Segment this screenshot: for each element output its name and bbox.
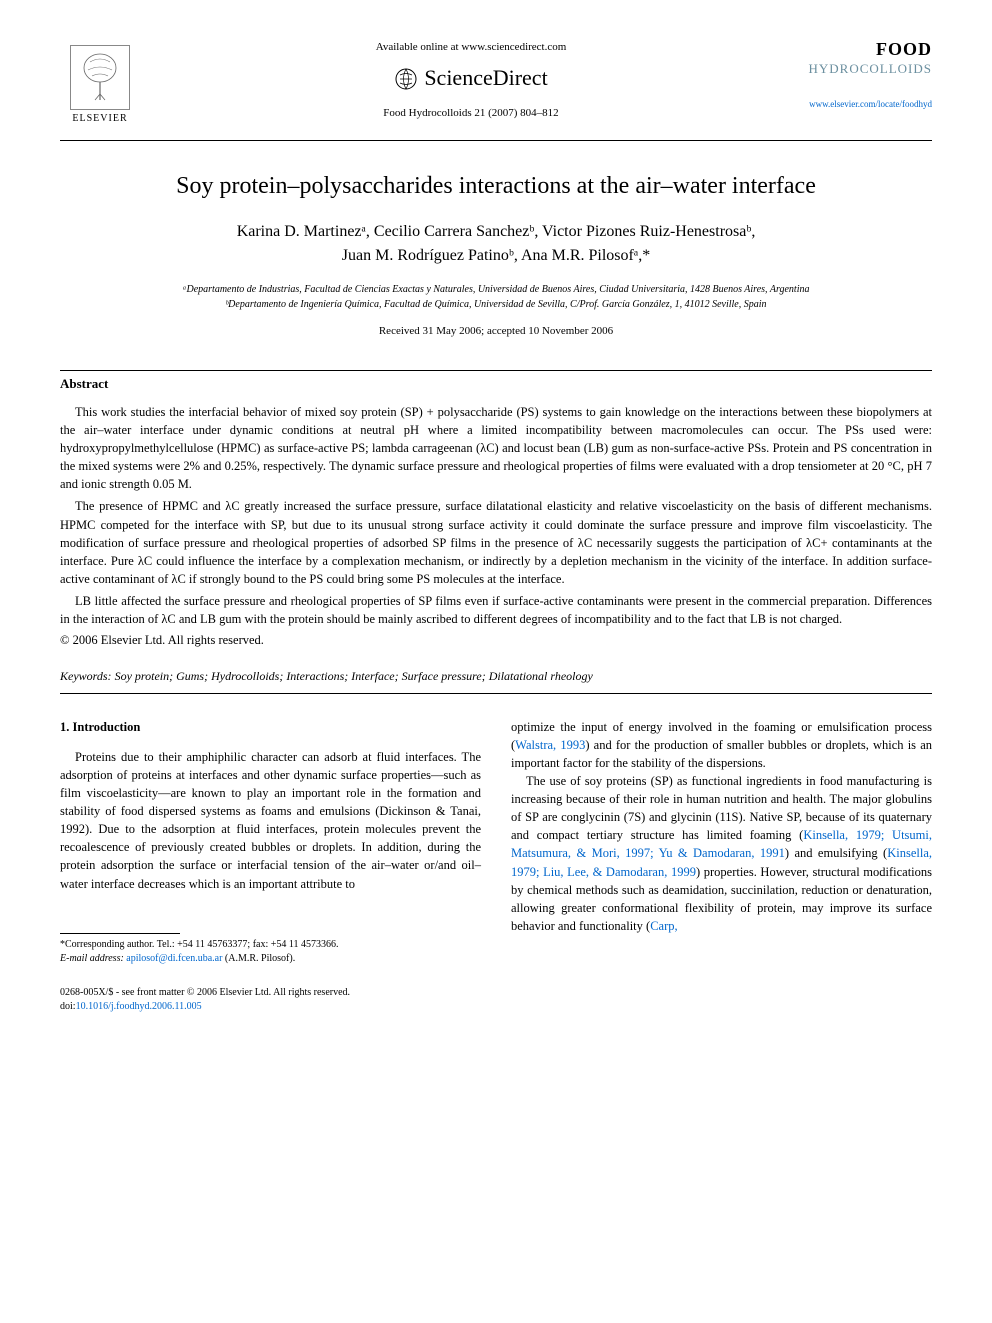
- abstract-body: This work studies the interfacial behavi…: [60, 403, 932, 650]
- page-header: ELSEVIER Available online at www.science…: [60, 40, 932, 130]
- page-footer: 0268-005X/$ - see front matter © 2006 El…: [60, 986, 932, 1014]
- footnote-email-label: E-mail address:: [60, 953, 124, 964]
- authors-line-1: Karina D. Martinezᵃ, Cecilio Carrera San…: [237, 223, 756, 240]
- journal-cover: FOOD HYDROCOLLOIDS www.elsevier.com/loca…: [802, 40, 932, 111]
- affiliations-block: ᵃDepartamento de Industrias, Facultad de…: [60, 282, 932, 312]
- elsevier-tree-icon: [70, 45, 130, 110]
- footer-doi-line: doi:10.1016/j.foodhyd.2006.11.005: [60, 1000, 932, 1014]
- body-columns: 1. Introduction Proteins due to their am…: [60, 718, 932, 966]
- elsevier-label: ELSEVIER: [72, 112, 127, 126]
- center-header: Available online at www.sciencedirect.co…: [140, 40, 802, 122]
- footer-issn: 0268-005X/$ - see front matter © 2006 El…: [60, 986, 932, 1000]
- abstract-top-rule: [60, 370, 932, 371]
- journal-url-link[interactable]: www.elsevier.com/locate/foodhyd: [802, 98, 932, 111]
- footnote-email-name: (A.M.R. Pilosof).: [222, 953, 295, 964]
- intro-left-p1: Proteins due to their amphiphilic charac…: [60, 748, 481, 893]
- abstract-copyright: © 2006 Elsevier Ltd. All rights reserved…: [60, 632, 932, 650]
- abstract-heading: Abstract: [60, 375, 932, 393]
- intro-right-p2: The use of soy proteins (SP) as function…: [511, 772, 932, 935]
- available-online-text: Available online at www.sciencedirect.co…: [160, 40, 782, 55]
- keywords-rule: [60, 693, 932, 694]
- r-p2-b: ) and emulsifying (: [785, 846, 887, 860]
- right-column: optimize the input of energy involved in…: [511, 718, 932, 966]
- elsevier-logo: ELSEVIER: [60, 40, 140, 130]
- abstract-p2: The presence of HPMC and λC greatly incr…: [60, 497, 932, 588]
- corresponding-author-footnote: *Corresponding author. Tel.: +54 11 4576…: [60, 938, 481, 966]
- doi-link[interactable]: 10.1016/j.foodhyd.2006.11.005: [76, 1001, 202, 1012]
- authors-line-2: Juan M. Rodríguez Patinoᵇ, Ana M.R. Pilo…: [342, 247, 650, 264]
- intro-heading: 1. Introduction: [60, 718, 481, 736]
- doi-label: doi:: [60, 1001, 76, 1012]
- keywords-values: Soy protein; Gums; Hydrocolloids; Intera…: [112, 669, 593, 683]
- sciencedirect-text: ScienceDirect: [424, 63, 547, 94]
- intro-right-p1: optimize the input of energy involved in…: [511, 718, 932, 772]
- footnote-email-line: E-mail address: apilosof@di.fcen.uba.ar …: [60, 952, 481, 966]
- footnote-phone: *Corresponding author. Tel.: +54 11 4576…: [60, 938, 481, 952]
- abstract-p3: LB little affected the surface pressure …: [60, 592, 932, 628]
- article-title: Soy protein–polysaccharides interactions…: [60, 171, 932, 202]
- journal-name-main: FOOD: [802, 40, 932, 60]
- affiliation-b: ᵇDepartamento de Ingeniería Química, Fac…: [60, 297, 932, 312]
- header-rule: [60, 140, 932, 141]
- journal-reference: Food Hydrocolloids 21 (2007) 804–812: [160, 106, 782, 121]
- cite-walstra[interactable]: Walstra, 1993: [515, 738, 585, 752]
- keywords-label: Keywords:: [60, 669, 112, 683]
- affiliation-a: ᵃDepartamento de Industrias, Facultad de…: [60, 282, 932, 297]
- sciencedirect-logo: ScienceDirect: [160, 63, 782, 94]
- authors-block: Karina D. Martinezᵃ, Cecilio Carrera San…: [60, 220, 932, 268]
- cite-carp[interactable]: Carp,: [650, 919, 677, 933]
- sciencedirect-icon: [394, 67, 418, 91]
- journal-name-sub: HYDROCOLLOIDS: [802, 60, 932, 78]
- article-dates: Received 31 May 2006; accepted 10 Novemb…: [60, 324, 932, 339]
- footnote-separator: [60, 933, 180, 934]
- keywords-line: Keywords: Soy protein; Gums; Hydrocolloi…: [60, 668, 932, 685]
- abstract-p1: This work studies the interfacial behavi…: [60, 403, 932, 494]
- left-column: 1. Introduction Proteins due to their am…: [60, 718, 481, 966]
- footnote-email[interactable]: apilosof@di.fcen.uba.ar: [124, 953, 223, 964]
